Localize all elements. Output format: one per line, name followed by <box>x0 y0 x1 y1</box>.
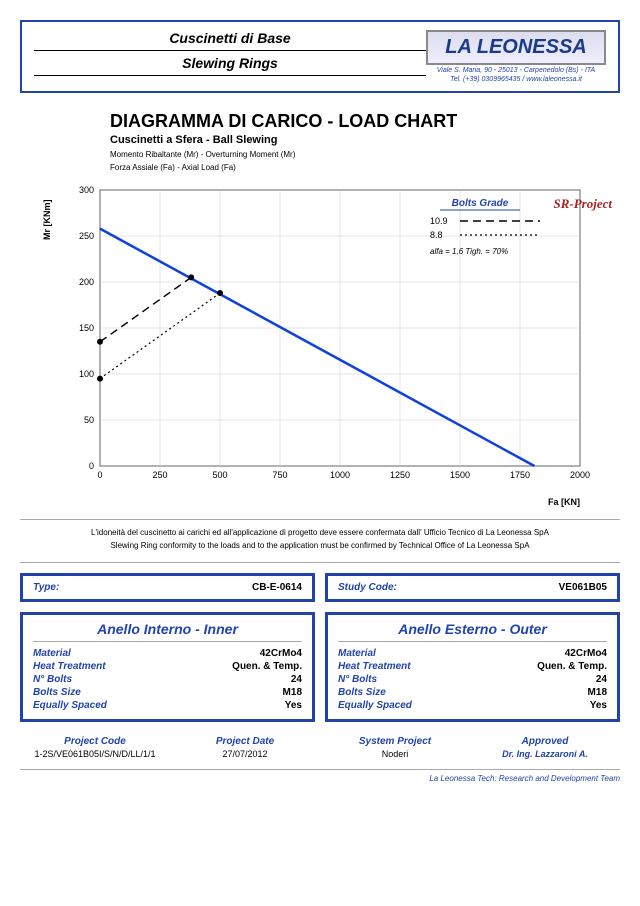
divider-2 <box>20 562 620 563</box>
footer-col: Project Code 1-2S/VE061B05I/S/N/D/LL/1/1 <box>20 736 170 759</box>
outer-row: Equally Spaced Yes <box>338 700 607 711</box>
outer-row: N° Bolts 24 <box>338 674 607 685</box>
inner-label: N° Bolts <box>33 674 72 685</box>
team-credit: La Leonessa Tech: Research and Developme… <box>20 769 620 783</box>
inner-row: Bolts Size M18 <box>33 687 302 698</box>
inner-label: Material <box>33 648 71 659</box>
outer-value: Quen. & Temp. <box>537 661 607 672</box>
footer-row: Project Code 1-2S/VE061B05I/S/N/D/LL/1/1P… <box>20 736 620 759</box>
outer-label: Equally Spaced <box>338 700 412 711</box>
inner-value: Yes <box>285 700 302 711</box>
footer-value: Dr. Ing. Lazzaroni A. <box>470 749 620 759</box>
inner-label: Bolts Size <box>33 687 81 698</box>
svg-text:50: 50 <box>84 415 94 425</box>
svg-text:200: 200 <box>79 277 94 287</box>
svg-text:1500: 1500 <box>450 470 470 480</box>
load-chart-svg: 0 250 500 750 1000 1250 1500 1750 2000 0 50 100 150 2… <box>60 180 600 490</box>
divider-1 <box>20 519 620 520</box>
x-axis-label: Fa [KN] <box>20 497 580 507</box>
disclaimer-en: Slewing Ring conformity to the loads and… <box>50 541 590 550</box>
svg-text:750: 750 <box>272 470 287 480</box>
outer-value: 24 <box>596 674 607 685</box>
inner-row: Equally Spaced Yes <box>33 700 302 711</box>
type-value: CB-E-0614 <box>252 582 302 593</box>
inner-title: Anello Interno - Inner <box>33 621 302 642</box>
outer-row: Bolts Size M18 <box>338 687 607 698</box>
header-title-2: Slewing Rings <box>34 55 426 76</box>
inner-value: 24 <box>291 674 302 685</box>
footer-value: Noderi <box>320 749 470 759</box>
chart-note2: Forza Assiale (Fa) - Axial Load (Fa) <box>110 163 620 172</box>
outer-label: Material <box>338 648 376 659</box>
svg-text:Bolts Grade: Bolts Grade <box>452 198 509 209</box>
svg-text:0: 0 <box>97 470 102 480</box>
svg-text:alfa = 1,6 Tigh. = 70%: alfa = 1,6 Tigh. = 70% <box>430 247 508 256</box>
chart-subtitle: Cuscinetti a Sfera - Ball Slewing <box>110 134 620 146</box>
header-title-1: Cuscinetti di Base <box>34 30 426 51</box>
svg-text:500: 500 <box>212 470 227 480</box>
inner-row: Heat Treatment Quen. & Temp. <box>33 661 302 672</box>
footer-label: Approved <box>470 736 620 747</box>
outer-value: 42CrMo4 <box>565 648 607 659</box>
disclaimer-it: L'idoneità del cuscinetto ai carichi ed … <box>50 528 590 537</box>
type-label: Type: <box>33 582 59 593</box>
outer-label: Bolts Size <box>338 687 386 698</box>
inner-label: Heat Treatment <box>33 661 106 672</box>
svg-text:1750: 1750 <box>510 470 530 480</box>
logo-text: LA LEONESSA <box>426 30 606 65</box>
footer-label: Project Code <box>20 736 170 747</box>
inner-ring-box: Anello Interno - Inner Material 42CrMo4 He… <box>20 612 315 722</box>
svg-text:8.8: 8.8 <box>430 230 443 240</box>
outer-label: N° Bolts <box>338 674 377 685</box>
footer-value: 27/07/2012 <box>170 749 320 759</box>
footer-label: System Project <box>320 736 470 747</box>
svg-text:1250: 1250 <box>390 470 410 480</box>
study-label: Study Code: <box>338 582 397 593</box>
page: Cuscinetti di Base Slewing Rings LA LEON… <box>0 0 640 906</box>
svg-text:2000: 2000 <box>570 470 590 480</box>
footer-label: Project Date <box>170 736 320 747</box>
logo-addr1: Viale S. Maria, 90 - 25013 - Carpenedolo… <box>426 67 606 74</box>
inner-row: Material 42CrMo4 <box>33 648 302 659</box>
sr-project-label: SR-Project <box>554 196 613 212</box>
y-axis-label: Mr [KNm] <box>42 200 52 241</box>
info-row-1: Type: CB-E-0614 Study Code: VE061B05 <box>20 573 620 602</box>
svg-text:10.9: 10.9 <box>430 216 448 226</box>
outer-title: Anello Esterno - Outer <box>338 621 607 642</box>
header-left: Cuscinetti di Base Slewing Rings <box>34 30 426 76</box>
chart-title: DIAGRAMMA DI CARICO - LOAD CHART <box>110 111 620 132</box>
inner-label: Equally Spaced <box>33 700 107 711</box>
study-value: VE061B05 <box>559 582 607 593</box>
footer-col: System Project Noderi <box>320 736 470 759</box>
footer-value: 1-2S/VE061B05I/S/N/D/LL/1/1 <box>20 749 170 759</box>
svg-text:0: 0 <box>89 461 94 471</box>
study-box: Study Code: VE061B05 <box>325 573 620 602</box>
svg-text:1000: 1000 <box>330 470 350 480</box>
info-row-2: Anello Interno - Inner Material 42CrMo4 He… <box>20 612 620 722</box>
outer-ring-box: Anello Esterno - Outer Material 42CrMo4 He… <box>325 612 620 722</box>
outer-row: Heat Treatment Quen. & Temp. <box>338 661 607 672</box>
outer-row: Material 42CrMo4 <box>338 648 607 659</box>
logo-block: LA LEONESSA Viale S. Maria, 90 - 25013 -… <box>426 30 606 83</box>
inner-value: Quen. & Temp. <box>232 661 302 672</box>
footer-col: Project Date 27/07/2012 <box>170 736 320 759</box>
inner-value: M18 <box>283 687 302 698</box>
svg-text:300: 300 <box>79 185 94 195</box>
inner-value: 42CrMo4 <box>260 648 302 659</box>
svg-text:150: 150 <box>79 323 94 333</box>
outer-value: Yes <box>590 700 607 711</box>
outer-label: Heat Treatment <box>338 661 411 672</box>
inner-row: N° Bolts 24 <box>33 674 302 685</box>
svg-text:250: 250 <box>152 470 167 480</box>
svg-text:250: 250 <box>79 231 94 241</box>
chart-note1: Momento Ribaltante (Mr) - Overturning Mo… <box>110 150 620 159</box>
logo-addr2: Tel. (+39) 0309965435 / www.laleonessa.i… <box>426 76 606 83</box>
chart-wrap: 0 250 500 750 1000 1250 1500 1750 2000 0 50 100 150 2… <box>60 180 620 495</box>
svg-text:100: 100 <box>79 369 94 379</box>
type-box: Type: CB-E-0614 <box>20 573 315 602</box>
footer-col: Approved Dr. Ing. Lazzaroni A. <box>470 736 620 759</box>
chart-section: DIAGRAMMA DI CARICO - LOAD CHART Cuscine… <box>20 111 620 507</box>
header-box: Cuscinetti di Base Slewing Rings LA LEON… <box>20 20 620 93</box>
outer-value: M18 <box>588 687 607 698</box>
